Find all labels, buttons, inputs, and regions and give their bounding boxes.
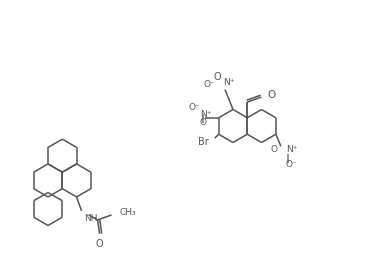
Text: O⁻: O⁻ [286,160,297,169]
Text: N⁺: N⁺ [200,110,211,119]
Text: O: O [267,90,276,100]
Text: Br: Br [198,137,209,147]
Text: ‖: ‖ [286,154,290,163]
Text: N⁺: N⁺ [286,145,297,154]
Text: NH: NH [85,214,98,223]
Text: O: O [213,72,221,81]
Text: O: O [96,239,103,249]
Text: O: O [200,118,207,127]
Text: O: O [271,145,278,154]
Text: ‖: ‖ [201,114,205,123]
Text: O⁻: O⁻ [189,103,201,112]
Text: O⁻: O⁻ [203,80,215,89]
Text: CH₃: CH₃ [120,209,136,218]
Text: N⁺: N⁺ [223,78,235,87]
